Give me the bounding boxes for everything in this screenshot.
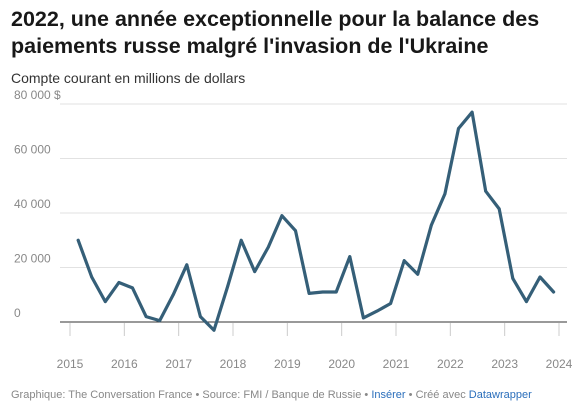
data-point [199,315,202,318]
x-tick-label: 2024 [546,357,573,371]
data-point [117,281,121,284]
x-tick-label: 2015 [57,357,84,371]
data-point [497,207,501,211]
grid-lines [60,103,567,323]
y-axis-ticks: 80 000 $ 60 000 40 000 20 000 0 [14,88,61,320]
embed-link[interactable]: Insérer [371,389,406,401]
data-point [307,292,311,295]
chart-footer: Graphique: The Conversation France • Sou… [11,389,532,401]
x-tick-label: 2017 [165,357,192,371]
x-tick-label: 2023 [491,357,518,371]
data-point [226,285,230,288]
data-point [348,255,352,258]
y-tick-label: 60 000 [14,143,51,157]
data-point [457,127,460,130]
data-point [253,270,257,273]
data-point [443,192,447,196]
data-point [375,309,379,313]
data-point [131,286,134,290]
data-point [416,272,420,276]
data-point [171,293,175,297]
datawrapper-link[interactable]: Datawrapper [468,389,532,401]
data-point [280,214,284,218]
chart-subtitle: Compte courant en millions de dollars [11,70,246,86]
data-point [266,245,270,249]
data-point [103,300,107,303]
data-point [525,300,528,303]
data-point [321,290,325,294]
x-tick-label: 2020 [328,357,355,371]
data-point [362,316,365,320]
data-point [144,315,148,318]
data-point [470,110,474,114]
data-point [185,263,189,267]
data-point [212,328,216,332]
data-point [158,319,162,322]
chart-title: 2022, une année exceptionnelle pour la b… [11,7,540,58]
x-tick-label: 2016 [111,357,138,371]
data-point [294,229,297,233]
data-point [538,275,542,279]
y-tick-label: 0 [14,306,21,320]
data-point [429,223,433,227]
series-layer [76,110,556,332]
series-line [76,110,556,332]
footer-separator: • [195,389,200,401]
data-point [239,238,243,242]
data-point [552,290,555,294]
credit-text: Graphique: The Conversation France [11,389,193,401]
data-point [389,302,392,305]
x-tick-label: 2018 [220,357,247,371]
data-point [76,238,80,242]
data-point [484,189,488,193]
footer-separator: • [408,389,413,401]
y-tick-label: 40 000 [14,197,51,211]
data-point [90,275,94,279]
x-tick-label: 2021 [383,357,410,371]
x-tick-label: 2022 [437,357,464,371]
created-with-text: Créé avec [415,389,466,401]
data-point [511,277,515,280]
x-axis-ticks: 2015 2016 2017 2018 2019 2020 2021 2022 2023 2024 [57,323,573,371]
source-text: Source: FMI / Banque de Russie [202,389,362,401]
x-tick-label: 2019 [274,357,301,371]
y-tick-label: 20 000 [14,252,51,266]
data-point [334,290,338,294]
y-tick-label: 80 000 $ [14,88,61,102]
data-point [402,259,406,263]
footer-separator: • [364,389,369,401]
